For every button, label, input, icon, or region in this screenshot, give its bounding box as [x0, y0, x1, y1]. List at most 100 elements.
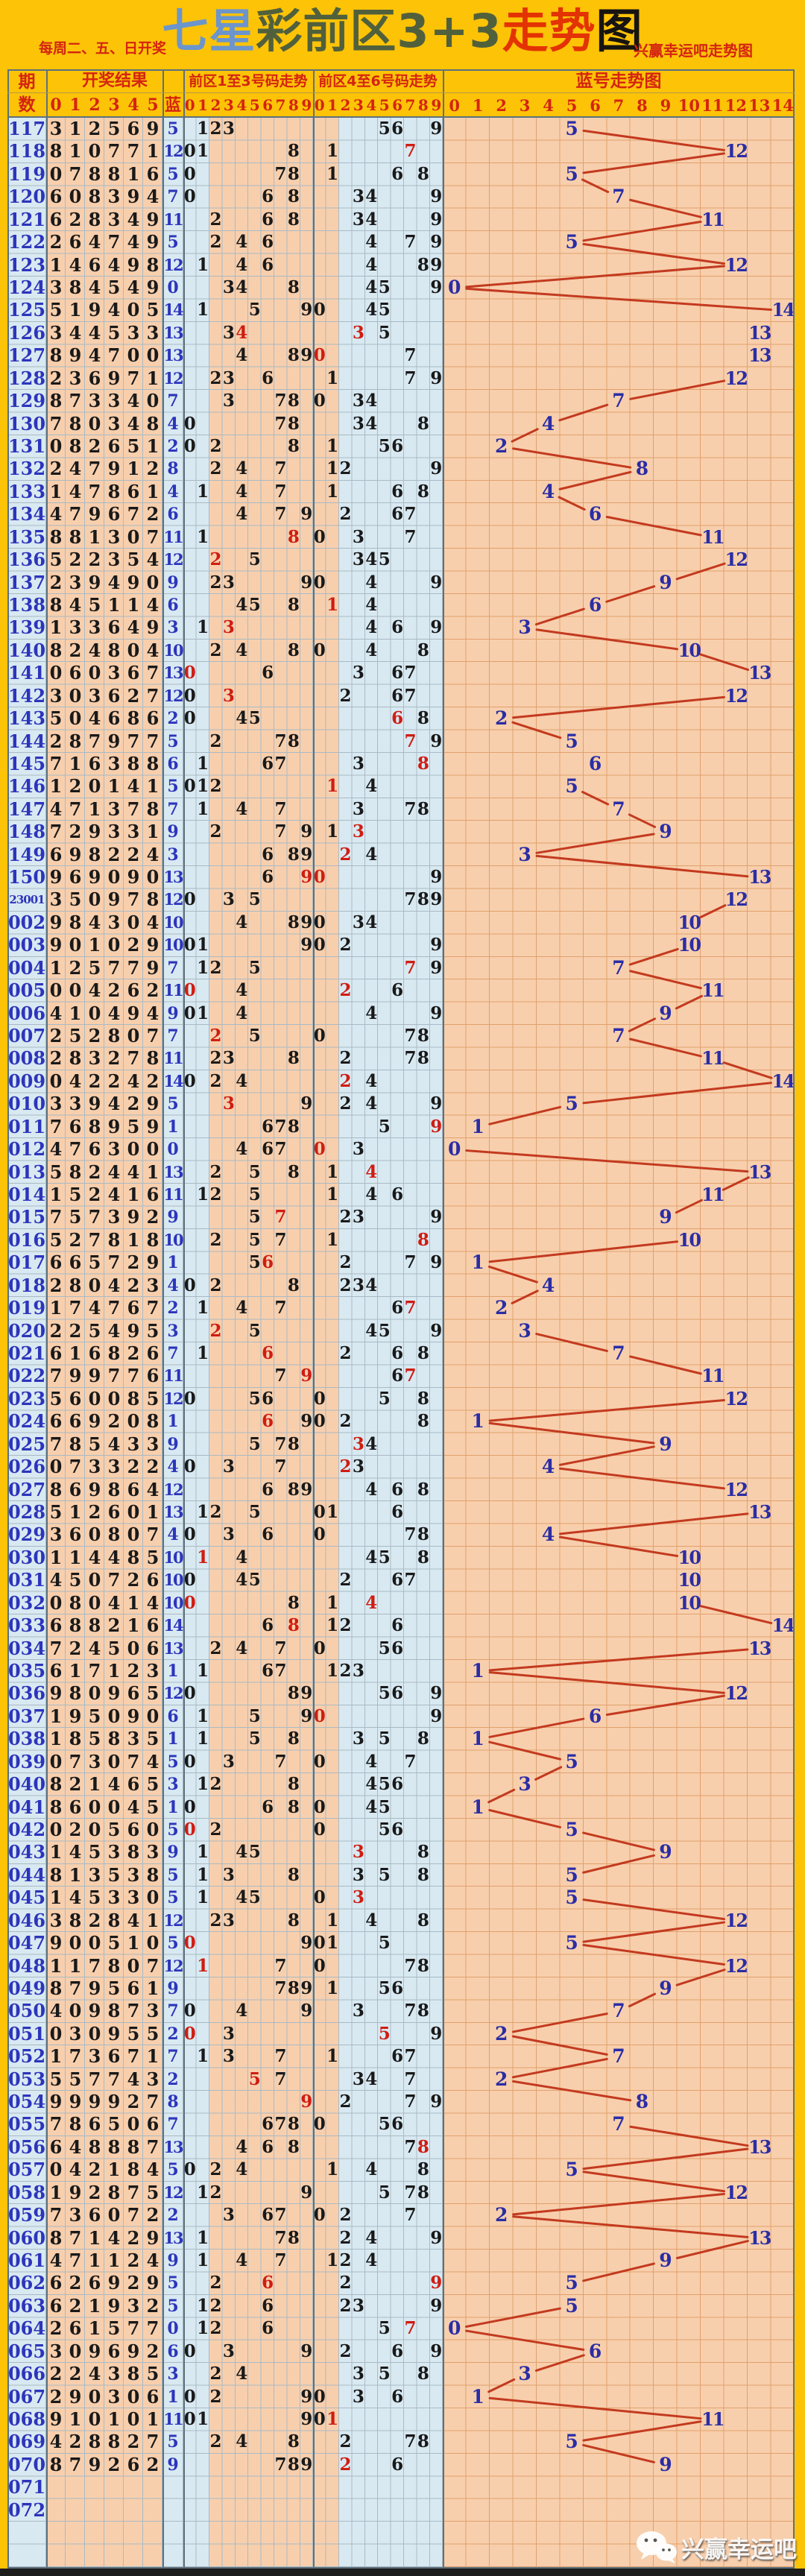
- page-title: 七星彩前区3+3走势图: [0, 4, 805, 58]
- blue-zone-number: 12: [724, 253, 748, 276]
- front-trend-cell: 4: [236, 1547, 248, 1568]
- back-trend-cell: 2: [339, 2454, 352, 2475]
- front-trend-cell: 1: [197, 1547, 209, 1568]
- front-trend-cell: 2: [209, 2273, 222, 2294]
- back-trend-cell: 3: [352, 912, 364, 932]
- front-trend-cell: 3: [222, 391, 235, 411]
- back-trend-cell: 4: [365, 1592, 378, 1613]
- back-trend-cell: 0: [313, 572, 326, 593]
- blue-col-8: 8: [637, 96, 648, 115]
- back-trend-cell: 3: [352, 798, 364, 819]
- back-trend-cell: 1: [326, 776, 339, 797]
- result-digit-cell: 3: [107, 1887, 121, 1909]
- result-digit-cell: 2: [127, 934, 140, 956]
- result-digit-cell: 8: [69, 1591, 82, 1614]
- result-digit-cell: 1: [127, 1932, 140, 1954]
- result-digit-cell: 0: [107, 1705, 121, 1727]
- result-digit-cell: 6: [49, 2294, 63, 2317]
- result-digit-cell: 1: [127, 1591, 140, 1614]
- watermark: 兴赢幸运吧: [635, 2525, 799, 2569]
- result-digit-cell: 1: [49, 1728, 63, 1750]
- result-digit-cell: 7: [88, 730, 101, 752]
- back-trend-cell: 3: [352, 1139, 364, 1160]
- back-trend-cell: 2: [339, 1252, 352, 1273]
- front-trend-cell: 6: [262, 1116, 274, 1137]
- result-digit-cell: 7: [49, 1365, 63, 1387]
- period-cell: 057: [7, 2159, 46, 2181]
- blue-zone-number: 14: [771, 299, 795, 321]
- blue-zone-number: 5: [565, 2159, 578, 2181]
- blue-value-cell: 12: [163, 890, 183, 909]
- result-digit-cell: 8: [88, 1614, 101, 1637]
- period-cell: 038: [7, 1728, 46, 1750]
- front-trend-cell: 2: [209, 367, 222, 388]
- period-cell: 050: [7, 2000, 46, 2022]
- result-digit-cell: 6: [127, 118, 140, 139]
- back-trend-cell: 3: [352, 526, 364, 547]
- blue-zone-number: 10: [678, 911, 701, 933]
- front-trend-cell: 9: [300, 2001, 313, 2021]
- result-digit-cell: 1: [49, 1954, 63, 1977]
- front-trend-cell: 7: [274, 481, 287, 502]
- blue-zone-number: 11: [701, 1365, 724, 1387]
- result-digit-cell: 4: [127, 208, 140, 230]
- result-digit-cell: 8: [107, 2181, 121, 2203]
- front-trend-cell: 1: [197, 935, 209, 956]
- front-trend-cell: 7: [274, 1660, 287, 1681]
- period-cell: 126: [7, 321, 46, 344]
- result-digit-cell: 2: [49, 2363, 63, 2385]
- back-trend-cell: 3: [352, 186, 364, 207]
- result-digit-cell: 0: [69, 2340, 82, 2362]
- back-trend-cell: 6: [391, 119, 404, 139]
- result-digit-cell: 7: [49, 1637, 63, 1659]
- result-digit-cell: 2: [146, 1206, 160, 1228]
- back-trend-cell: 7: [404, 685, 417, 706]
- blue-zone-number: 4: [541, 480, 555, 502]
- result-digit-cell: 2: [146, 2340, 160, 2362]
- result-digit-cell: 7: [88, 458, 101, 480]
- back-trend-cell: 0: [313, 300, 326, 321]
- front-trend-cell: 7: [274, 1977, 287, 1998]
- result-digit-cell: 2: [49, 1025, 63, 1047]
- back-trend-cell: 3: [352, 2001, 364, 2021]
- result-digit-cell: 8: [69, 412, 82, 435]
- result-digit-cell: 7: [146, 2431, 160, 2453]
- back-trend-cell: 2: [339, 1411, 352, 1432]
- period-cell: 063: [7, 2294, 46, 2317]
- period-cell: 136: [7, 549, 46, 571]
- result-digit-cell: 9: [107, 367, 121, 389]
- result-digit-cell: 1: [107, 2159, 121, 2181]
- back-trend-cell: 3: [352, 821, 364, 842]
- blue-col-11: 11: [701, 96, 724, 115]
- blue-value-cell: 13: [163, 1502, 183, 1521]
- result-digit-cell: 7: [107, 956, 121, 979]
- result-digit-cell: 0: [88, 1524, 101, 1546]
- result-digit-cell: 8: [69, 276, 82, 298]
- result-digit-cell: 8: [146, 1410, 160, 1433]
- front-trend-cell: 7: [274, 798, 287, 819]
- result-digit-cell: 7: [88, 1954, 101, 1977]
- result-digit-cell: 3: [107, 1456, 121, 1478]
- blue-col-0: 0: [449, 96, 461, 115]
- back-trend-cell: 2: [339, 1048, 352, 1069]
- front-trend-cell: 0: [183, 2023, 196, 2044]
- result-digit-cell: 1: [49, 1184, 63, 1206]
- result-digit-cell: 5: [88, 1887, 101, 1909]
- result-digit-cell: 0: [69, 186, 82, 208]
- back-trend-cell: 5: [378, 435, 391, 456]
- result-digit-cell: 8: [69, 911, 82, 933]
- back-trend-cell: 5: [378, 1547, 391, 1568]
- result-digit-cell: 1: [49, 1705, 63, 1727]
- result-digit-cell: 5: [88, 1319, 101, 1342]
- front-trend-cell: 4: [236, 481, 248, 502]
- back-trend-cell: 4: [365, 572, 378, 593]
- back-trend-cell: 9: [430, 119, 443, 139]
- back-trend-cell: 7: [404, 2136, 417, 2157]
- result-digit-cell: 6: [49, 1342, 63, 1364]
- result-digit-cell: 2: [88, 1025, 101, 1047]
- front-trend-cell: 4: [236, 2364, 248, 2384]
- back-trend-cell: 5: [378, 1729, 391, 1749]
- back-trend-cell: 4: [365, 1161, 378, 1182]
- back-trend-cell: 7: [404, 504, 417, 525]
- front-trend-cell: 5: [248, 1320, 261, 1341]
